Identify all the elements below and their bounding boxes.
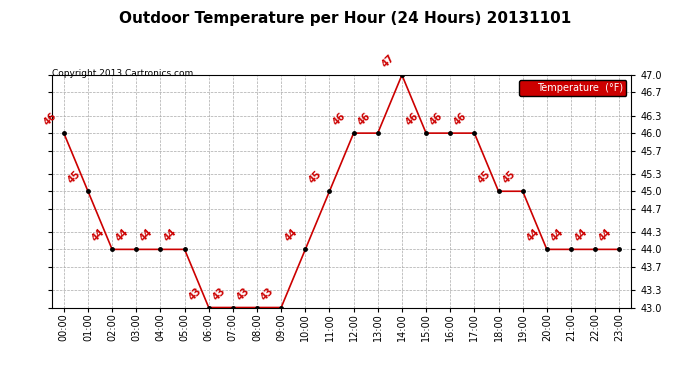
Text: 44: 44	[114, 227, 130, 244]
Text: 46: 46	[355, 111, 372, 128]
Text: 43: 43	[210, 285, 227, 302]
Legend: Temperature  (°F): Temperature (°F)	[519, 80, 627, 96]
Text: 44: 44	[524, 227, 541, 244]
Text: 44: 44	[90, 227, 106, 244]
Text: 44: 44	[162, 227, 179, 244]
Text: 44: 44	[573, 227, 589, 244]
Text: 45: 45	[66, 169, 82, 186]
Text: 46: 46	[452, 111, 469, 128]
Text: 44: 44	[549, 227, 565, 244]
Text: 43: 43	[235, 285, 251, 302]
Text: Copyright 2013 Cartronics.com: Copyright 2013 Cartronics.com	[52, 69, 193, 78]
Text: 45: 45	[307, 169, 324, 186]
Text: 46: 46	[404, 111, 420, 128]
Text: Outdoor Temperature per Hour (24 Hours) 20131101: Outdoor Temperature per Hour (24 Hours) …	[119, 11, 571, 26]
Text: 46: 46	[331, 111, 348, 128]
Text: 43: 43	[186, 285, 203, 302]
Text: 43: 43	[259, 285, 275, 302]
Text: 46: 46	[41, 111, 58, 128]
Text: 47: 47	[380, 53, 396, 69]
Text: 44: 44	[283, 227, 299, 244]
Text: 44: 44	[597, 227, 613, 244]
Text: 45: 45	[500, 169, 517, 186]
Text: 46: 46	[428, 111, 444, 128]
Text: 45: 45	[476, 169, 493, 186]
Text: 44: 44	[138, 227, 155, 244]
